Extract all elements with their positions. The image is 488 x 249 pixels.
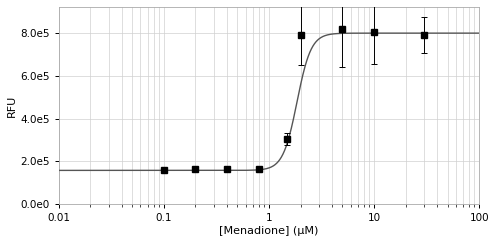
Y-axis label: RFU: RFU xyxy=(7,95,18,117)
X-axis label: [Menadione] (μM): [Menadione] (μM) xyxy=(219,226,318,236)
